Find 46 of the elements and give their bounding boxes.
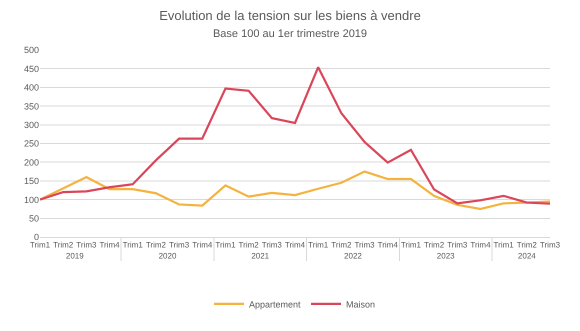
text: 2023	[436, 252, 456, 261]
x-tick-label: Trim4	[378, 240, 398, 250]
x-tick-label: Trim3	[354, 240, 376, 250]
x-tick-label: Trim1	[30, 240, 51, 250]
x-tick-label: Trim4	[470, 240, 492, 250]
text: 2022	[344, 252, 362, 261]
text: 2024	[518, 252, 536, 261]
x-tick-label: Trim1	[122, 240, 144, 250]
x-tick-label: Trim3	[76, 240, 97, 250]
line-series	[40, 170, 550, 210]
y-tick-label: 400	[24, 82, 39, 93]
x-tick-label: Trim1	[215, 240, 236, 250]
chart-subtitle: Base 100 au 1er trimestre 2019	[212, 28, 368, 40]
x-tick-label: Trim2	[53, 240, 74, 250]
y-tick-label: 50	[28, 213, 39, 224]
line-series	[40, 66, 550, 205]
y-tick-label: 500	[24, 45, 39, 56]
y-tick-label: 0	[34, 232, 39, 242]
x-tick-label: Trim4	[192, 240, 213, 250]
x-tick-label: Trim1	[308, 240, 329, 250]
x-tick-label: Trim4	[284, 240, 306, 250]
y-tick-label: 150	[24, 176, 39, 186]
x-tick-label: Trim3	[540, 240, 561, 250]
x-tick-label: Trim3	[169, 240, 190, 250]
text: 2020	[158, 252, 177, 261]
x-tick-label: Trim1	[400, 240, 422, 250]
chart-title: Evolution de la tension sur les biens à vendre	[159, 8, 421, 23]
x-tick-label: Trim2	[516, 240, 538, 250]
y-tick-label: 100	[24, 194, 39, 205]
legend-label: Appartement	[249, 299, 302, 310]
x-tick-label: Trim1	[494, 240, 514, 250]
x-tick-label: Trim2	[238, 240, 260, 250]
text: 2021	[251, 252, 270, 261]
y-tick-label: 350	[24, 101, 39, 112]
x-tick-label: Trim3	[447, 240, 468, 250]
x-tick-label: Trim2	[146, 240, 167, 250]
text: 2019	[66, 252, 84, 261]
x-tick-label: Trim4	[99, 240, 120, 250]
y-tick-label: 200	[24, 157, 39, 168]
y-tick-label: 450	[24, 64, 39, 74]
x-tick-label: Trim3	[262, 240, 282, 250]
x-tick-label: Trim2	[331, 240, 352, 250]
y-tick-label: 300	[24, 120, 39, 130]
y-tick-label: 250	[24, 138, 39, 149]
x-tick-label: Trim2	[424, 240, 445, 250]
legend-label: Maison	[346, 299, 376, 310]
